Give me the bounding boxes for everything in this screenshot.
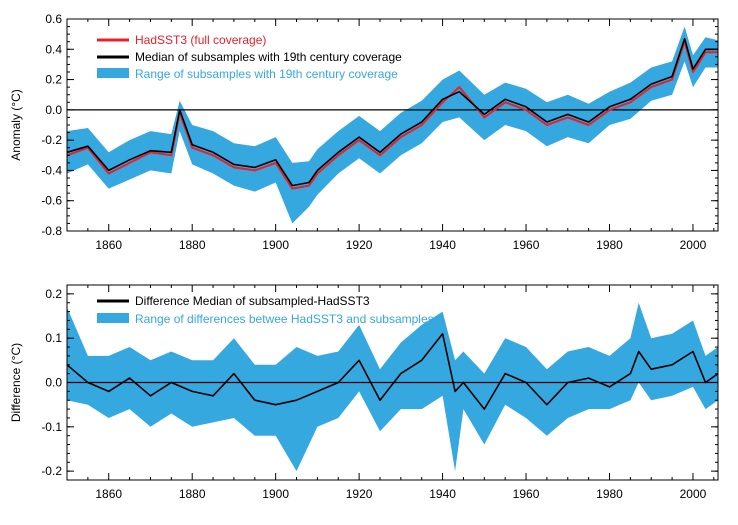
x-tick-label: 1960 — [513, 487, 540, 501]
legend-label-range-differences: Range of differences betwee HadSST3 and … — [135, 312, 434, 326]
y-tick-label: -0.4 — [41, 163, 62, 177]
y-tick-label: 0.1 — [45, 331, 62, 345]
y-tick-label: 0.2 — [45, 73, 62, 87]
x-axis: 1860 1880 1900 1920 1940 1960 1980 2000 — [66, 285, 715, 501]
legend-swatch-range — [97, 68, 129, 78]
x-tick-label: 1920 — [346, 487, 373, 501]
y-tick-label: -0.2 — [41, 133, 62, 147]
x-tick-label: 1880 — [179, 487, 206, 501]
y-axis-label: Anomaly (°C) — [9, 89, 23, 160]
x-tick-label: 1900 — [262, 487, 289, 501]
legend-label-median: Median of subsamples with 19th century c… — [135, 50, 402, 64]
difference-range-band — [67, 302, 718, 472]
legend: Difference Median of subsampled-HadSST3 … — [97, 294, 434, 326]
y-tick-label: -0.1 — [41, 420, 62, 434]
y-tick-label: 0.0 — [45, 103, 62, 117]
median-subsamples-line — [66, 37, 718, 187]
x-tick-label: 1880 — [179, 238, 206, 252]
y-axis: -0.2 -0.1 0.0 0.1 0.2 — [41, 284, 718, 481]
y-tick-label: -0.2 — [41, 464, 62, 478]
y-tick-label: -0.8 — [41, 224, 62, 238]
x-tick-label: 1960 — [513, 238, 540, 252]
x-tick-label: 2000 — [680, 238, 707, 252]
x-tick-label: 1980 — [596, 238, 623, 252]
y-axis: -0.8 -0.6 -0.4 -0.2 0.0 0.2 0.4 0.6 — [41, 12, 718, 238]
x-axis: 1860 1880 1900 1920 1940 1960 1980 2000 — [66, 19, 715, 252]
y-tick-label: -0.6 — [41, 194, 62, 208]
difference-median-line — [66, 333, 719, 410]
legend: HadSST3 (full coverage) Median of subsam… — [97, 33, 402, 81]
x-tick-label: 1900 — [262, 238, 289, 252]
y-tick-label: 0.6 — [45, 12, 62, 26]
x-tick-label: 2000 — [680, 487, 707, 501]
y-axis-label: Difference (°C) — [9, 343, 23, 422]
legend-label-range: Range of subsamples with 19th century co… — [135, 67, 398, 81]
legend-swatch-range-differences — [97, 313, 129, 323]
x-tick-label: 1980 — [596, 487, 623, 501]
y-tick-label: 0.0 — [45, 376, 62, 390]
difference-panel: 1860 1880 1900 1920 1940 1960 1980 2000 -0.2-0.… — [9, 284, 719, 501]
y-tick-label: 0.4 — [45, 42, 62, 56]
x-tick-label: 1860 — [95, 487, 122, 501]
x-tick-label: 1940 — [429, 487, 456, 501]
x-tick-label: 1940 — [429, 238, 456, 252]
legend-label-hadsst3: HadSST3 (full coverage) — [135, 33, 266, 47]
subsample-range-band — [67, 26, 718, 224]
anomaly-panel: 1860 1880 1900 1920 1940 1960 1980 2000 -0.8-0.… — [9, 12, 719, 252]
x-tick-label: 1860 — [95, 238, 122, 252]
legend-label-difference: Difference Median of subsampled-HadSST3 — [135, 294, 370, 308]
y-tick-label: 0.2 — [45, 287, 62, 301]
x-tick-label: 1920 — [346, 238, 373, 252]
